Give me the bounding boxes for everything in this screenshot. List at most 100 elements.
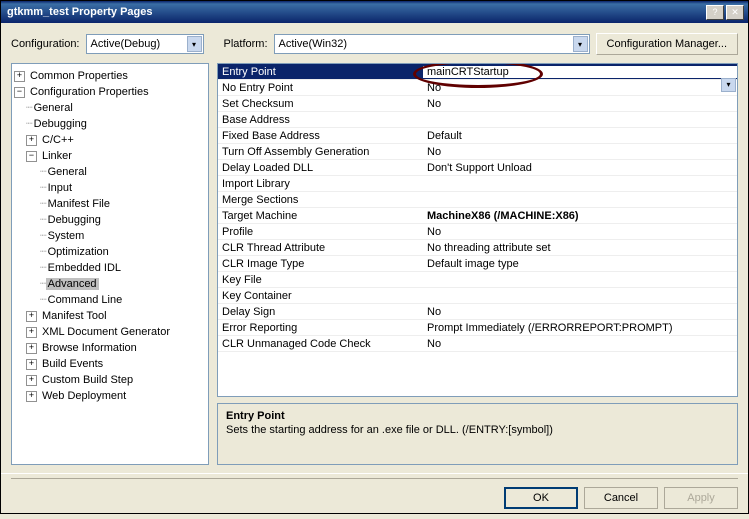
property-row[interactable]: Error ReportingPrompt Immediately (/ERRO… (218, 320, 737, 336)
property-row[interactable]: Turn Off Assembly GenerationNo (218, 144, 737, 160)
property-key: Target Machine (218, 210, 423, 222)
property-value[interactable]: No (423, 306, 737, 318)
help-button[interactable]: ? (706, 5, 724, 20)
property-key: Profile (218, 226, 423, 238)
property-value[interactable]: No (423, 226, 737, 238)
config-combo[interactable]: Active(Debug) ▾ (86, 34, 204, 54)
property-value[interactable]: mainCRTStartup▾ (423, 66, 737, 78)
cancel-button[interactable]: Cancel (584, 487, 658, 509)
desc-body: Sets the starting address for an .exe fi… (226, 424, 729, 436)
property-row[interactable]: ProfileNo (218, 224, 737, 240)
tree-item-configprops[interactable]: −Configuration Properties (14, 84, 206, 100)
property-value[interactable]: Default (423, 130, 737, 142)
expand-icon[interactable]: + (14, 71, 25, 82)
property-row[interactable]: Delay Loaded DLLDon't Support Unload (218, 160, 737, 176)
tree-item-build[interactable]: +Build Events (14, 356, 206, 372)
config-row: Configuration: Active(Debug) ▾ Platform:… (1, 23, 748, 63)
property-key: CLR Thread Attribute (218, 242, 423, 254)
expand-icon[interactable]: + (26, 359, 37, 370)
property-value[interactable]: Prompt Immediately (/ERRORREPORT:PROMPT) (423, 322, 737, 334)
property-row[interactable]: CLR Thread AttributeNo threading attribu… (218, 240, 737, 256)
collapse-icon[interactable]: − (14, 87, 25, 98)
property-key: Delay Sign (218, 306, 423, 318)
collapse-icon[interactable]: − (26, 151, 37, 162)
platform-combo[interactable]: Active(Win32) ▾ (274, 34, 590, 54)
tree-item-linker-cmd[interactable]: ┈Command Line (14, 292, 206, 308)
property-key: Key Container (218, 290, 423, 302)
ok-button[interactable]: OK (504, 487, 578, 509)
chevron-down-icon: ▾ (573, 36, 588, 52)
property-value[interactable]: No (423, 82, 737, 94)
titlebar-buttons: ? ✕ (706, 5, 744, 20)
tree-item-linker-opt[interactable]: ┈Optimization (14, 244, 206, 260)
apply-button[interactable]: Apply (664, 487, 738, 509)
config-manager-button[interactable]: Configuration Manager... (596, 33, 738, 55)
tree-item-debugging[interactable]: ┈Debugging (14, 116, 206, 132)
expand-icon[interactable]: + (26, 391, 37, 402)
expand-icon[interactable]: + (26, 343, 37, 354)
property-row[interactable]: CLR Image TypeDefault image type (218, 256, 737, 272)
property-key: Key File (218, 274, 423, 286)
property-value[interactable]: Default image type (423, 258, 737, 270)
tree-item-linker-general[interactable]: ┈General (14, 164, 206, 180)
main-area: +Common Properties −Configuration Proper… (1, 63, 748, 473)
property-value[interactable]: No (423, 338, 737, 350)
tree-item-web[interactable]: +Web Deployment (14, 388, 206, 404)
titlebar: gtkmm_test Property Pages ? ✕ (1, 1, 748, 23)
expand-icon[interactable]: + (26, 375, 37, 386)
property-value[interactable]: Don't Support Unload (423, 162, 737, 174)
property-value[interactable]: MachineX86 (/MACHINE:X86) (423, 210, 737, 222)
expand-icon[interactable]: + (26, 135, 37, 146)
desc-title: Entry Point (226, 410, 729, 422)
property-key: Entry Point (218, 66, 423, 78)
property-row[interactable]: Fixed Base AddressDefault (218, 128, 737, 144)
property-key: Turn Off Assembly Generation (218, 146, 423, 158)
property-row[interactable]: Key Container (218, 288, 737, 304)
property-value[interactable]: No threading attribute set (423, 242, 737, 254)
tree-item-linker[interactable]: −Linker (14, 148, 206, 164)
property-key: Set Checksum (218, 98, 423, 110)
property-row[interactable]: Entry PointmainCRTStartup▾ (218, 64, 737, 80)
platform-value: Active(Win32) (279, 38, 347, 50)
property-row[interactable]: Merge Sections (218, 192, 737, 208)
property-key: Import Library (218, 178, 423, 190)
property-value[interactable]: No (423, 98, 737, 110)
property-key: CLR Image Type (218, 258, 423, 270)
tree-item-manifest-tool[interactable]: +Manifest Tool (14, 308, 206, 324)
property-row[interactable]: No Entry PointNo (218, 80, 737, 96)
chevron-down-icon: ▾ (187, 36, 202, 52)
tree-item-xmldoc[interactable]: +XML Document Generator (14, 324, 206, 340)
expand-icon[interactable]: + (26, 311, 37, 322)
tree-item-browse[interactable]: +Browse Information (14, 340, 206, 356)
property-row[interactable]: CLR Unmanaged Code CheckNo (218, 336, 737, 352)
property-row[interactable]: Key File (218, 272, 737, 288)
property-row[interactable]: Import Library (218, 176, 737, 192)
button-row: OK Cancel Apply (1, 473, 748, 519)
property-grid[interactable]: Entry PointmainCRTStartup▾No Entry Point… (217, 63, 738, 397)
tree-item-linker-advanced[interactable]: ┈Advanced (14, 276, 206, 292)
close-button[interactable]: ✕ (726, 5, 744, 20)
window-title: gtkmm_test Property Pages (5, 6, 706, 18)
tree-item-linker-system[interactable]: ┈System (14, 228, 206, 244)
tree-view[interactable]: +Common Properties −Configuration Proper… (11, 63, 209, 465)
property-key: Delay Loaded DLL (218, 162, 423, 174)
tree-item-linker-input[interactable]: ┈Input (14, 180, 206, 196)
tree-item-common[interactable]: +Common Properties (14, 68, 206, 84)
property-row[interactable]: Target MachineMachineX86 (/MACHINE:X86) (218, 208, 737, 224)
tree-item-linker-manifest[interactable]: ┈Manifest File (14, 196, 206, 212)
property-row[interactable]: Delay SignNo (218, 304, 737, 320)
config-label: Configuration: (11, 38, 80, 50)
right-column: Entry PointmainCRTStartup▾No Entry Point… (217, 63, 738, 465)
property-row[interactable]: Set ChecksumNo (218, 96, 737, 112)
tree-item-general[interactable]: ┈General (14, 100, 206, 116)
property-key: No Entry Point (218, 82, 423, 94)
tree-item-cpp[interactable]: +C/C++ (14, 132, 206, 148)
property-row[interactable]: Base Address (218, 112, 737, 128)
expand-icon[interactable]: + (26, 327, 37, 338)
tree-item-linker-idl[interactable]: ┈Embedded IDL (14, 260, 206, 276)
config-value: Active(Debug) (91, 38, 161, 50)
tree-item-custom[interactable]: +Custom Build Step (14, 372, 206, 388)
property-value[interactable]: No (423, 146, 737, 158)
property-key: Error Reporting (218, 322, 423, 334)
tree-item-linker-debug[interactable]: ┈Debugging (14, 212, 206, 228)
